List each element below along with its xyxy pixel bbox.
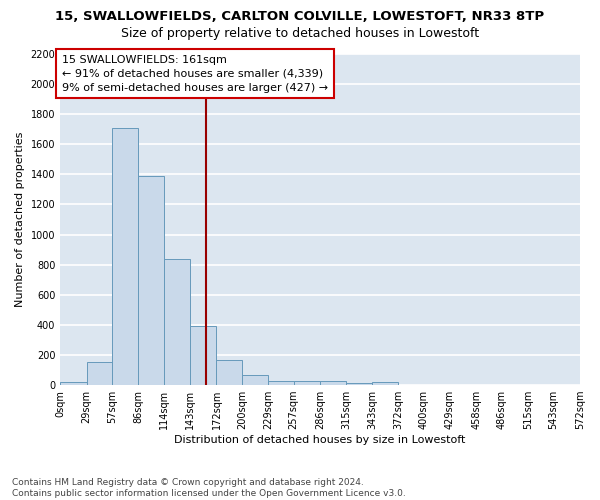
Text: 15 SWALLOWFIELDS: 161sqm
← 91% of detached houses are smaller (4,339)
9% of semi: 15 SWALLOWFIELDS: 161sqm ← 91% of detach… — [62, 55, 328, 93]
Text: Size of property relative to detached houses in Lowestoft: Size of property relative to detached ho… — [121, 28, 479, 40]
Bar — [242, 374, 268, 385]
X-axis label: Distribution of detached houses by size in Lowestoft: Distribution of detached houses by size … — [175, 435, 466, 445]
Bar — [190, 326, 217, 385]
Bar — [372, 382, 398, 385]
Bar — [112, 128, 139, 385]
Bar — [86, 362, 112, 385]
Bar — [164, 260, 190, 385]
Text: Contains HM Land Registry data © Crown copyright and database right 2024.
Contai: Contains HM Land Registry data © Crown c… — [12, 478, 406, 498]
Bar — [320, 382, 346, 385]
Bar — [346, 383, 372, 385]
Bar — [139, 176, 164, 385]
Bar — [294, 381, 320, 385]
Bar — [60, 382, 86, 385]
Y-axis label: Number of detached properties: Number of detached properties — [15, 132, 25, 307]
Bar — [268, 380, 294, 385]
Text: 15, SWALLOWFIELDS, CARLTON COLVILLE, LOWESTOFT, NR33 8TP: 15, SWALLOWFIELDS, CARLTON COLVILLE, LOW… — [55, 10, 545, 23]
Bar — [217, 360, 242, 385]
